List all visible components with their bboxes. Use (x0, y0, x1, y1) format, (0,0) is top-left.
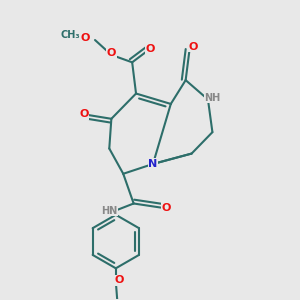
Text: O: O (107, 48, 116, 59)
Text: O: O (161, 203, 170, 213)
Text: HN: HN (101, 206, 117, 216)
Text: O: O (145, 44, 155, 54)
Text: O: O (115, 275, 124, 285)
Text: O: O (79, 109, 89, 119)
Text: O: O (81, 33, 90, 43)
Text: CH₃: CH₃ (60, 30, 80, 40)
Text: N: N (148, 159, 158, 169)
Text: NH: NH (204, 93, 220, 103)
Text: O: O (188, 42, 198, 52)
